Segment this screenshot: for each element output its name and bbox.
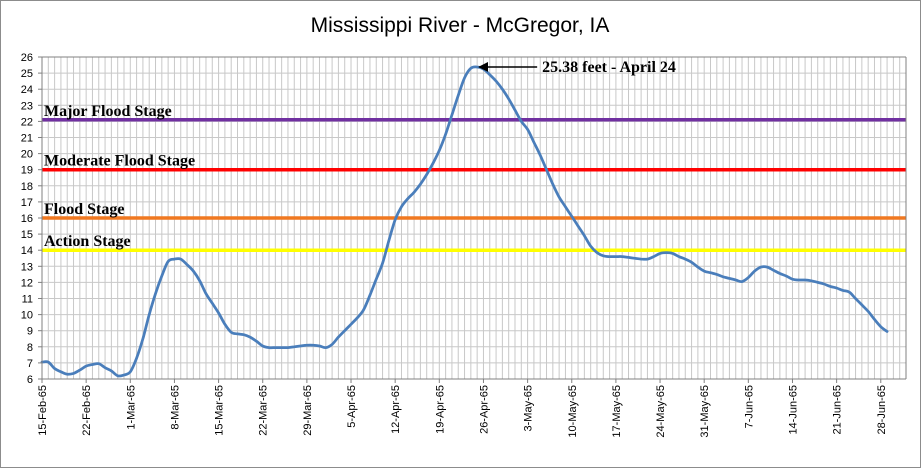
y-tick-label: 6	[27, 374, 33, 386]
x-tick-label: 7-Jun-65	[743, 385, 755, 428]
peak-annotation-label: 25.38 feet - April 24	[542, 59, 676, 76]
reference-lines-layer	[42, 118, 906, 252]
y-tick-label: 15	[21, 229, 33, 241]
x-tick-label: 5-Apr-65	[346, 385, 358, 428]
x-tick-label: 8-Mar-65	[169, 385, 181, 430]
y-tick-label: 25	[21, 68, 33, 80]
y-tick-label: 23	[21, 100, 33, 112]
y-tick-label: 18	[21, 181, 33, 193]
x-tick-label: 28-Jun-65	[876, 385, 888, 435]
x-tick-label: 29-Mar-65	[302, 385, 314, 436]
x-tick-label: 15-Mar-65	[214, 385, 226, 436]
x-tick-label: 31-May-65	[699, 385, 711, 438]
x-tick-label: 15-Feb-65	[37, 385, 49, 436]
x-tick-label: 24-May-65	[655, 385, 667, 438]
y-tick-label: 26	[21, 52, 33, 64]
y-tick-label: 8	[27, 342, 33, 354]
y-tick-label: 16	[21, 213, 33, 225]
chart-title: Mississippi River - McGregor, IA	[311, 14, 610, 37]
x-tick-label: 26-Apr-65	[478, 385, 490, 434]
x-tick-label: 3-May-65	[523, 385, 535, 431]
x-tick-label: 1-Mar-65	[125, 385, 137, 430]
reference-line-label: Action Stage	[44, 233, 131, 250]
x-tick-label: 22-Feb-65	[81, 385, 93, 436]
y-tick-label: 7	[27, 358, 33, 370]
y-tick-label: 14	[21, 245, 33, 257]
label-layer: 6 7 8 9 10 11 12 13 14 15 16 17 18 19 20 21 22 23 24 25 26 15…	[21, 52, 888, 438]
y-tick-label: 9	[27, 326, 33, 338]
y-tick-label: 24	[21, 84, 33, 96]
x-tick-label: 22-Mar-65	[258, 385, 270, 436]
x-tick-label: 19-Apr-65	[434, 385, 446, 434]
y-tick-label: 21	[21, 133, 33, 145]
y-tick-label: 17	[21, 197, 33, 209]
y-tick-label: 22	[21, 116, 33, 128]
reference-line-label: Flood Stage	[44, 201, 124, 218]
axis-layer	[38, 56, 907, 383]
x-tick-label: 21-Jun-65	[832, 385, 844, 435]
reference-line-label: Moderate Flood Stage	[44, 153, 195, 170]
river-stage-line	[40, 65, 889, 378]
x-tick-label: 14-Jun-65	[787, 385, 799, 435]
y-tick-label: 12	[21, 277, 33, 289]
y-tick-label: 20	[21, 149, 33, 161]
y-tick-label: 10	[21, 310, 33, 322]
x-tick-label: 17-May-65	[611, 385, 623, 438]
y-tick-label: 13	[21, 261, 33, 273]
series-layer	[40, 65, 889, 378]
x-tick-label: 12-Apr-65	[390, 385, 402, 434]
y-tick-label: 11	[22, 294, 33, 306]
y-tick-label: 19	[21, 165, 33, 177]
reference-line-label: Major Flood Stage	[44, 103, 172, 120]
x-tick-label: 10-May-65	[567, 385, 579, 438]
